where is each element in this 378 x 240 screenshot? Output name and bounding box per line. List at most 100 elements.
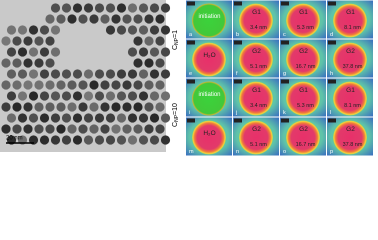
thermal-panel: G2 37.8 nm h <box>327 39 373 78</box>
particle <box>56 14 66 24</box>
particle <box>6 91 17 101</box>
particle <box>78 124 88 134</box>
panel-name: G2 <box>346 126 355 133</box>
thermal-panel: H₂O e <box>186 39 232 78</box>
particle <box>138 69 149 79</box>
particle <box>138 91 149 101</box>
particle <box>127 47 138 57</box>
panel-letter: b <box>236 32 239 38</box>
particle <box>34 80 44 90</box>
particle <box>12 124 22 134</box>
particle <box>116 91 127 101</box>
particle <box>1 102 11 112</box>
particle <box>160 113 171 123</box>
particle <box>138 47 149 57</box>
thermal-panel: G2 16.7 nm o <box>280 117 326 156</box>
particle <box>160 69 171 79</box>
particle <box>122 102 132 112</box>
panel-letter: a <box>189 32 193 38</box>
particle <box>1 124 11 134</box>
particle <box>12 102 22 112</box>
particle <box>50 113 61 123</box>
particle <box>105 69 116 79</box>
panel-letter: g <box>283 71 286 77</box>
particle <box>94 69 105 79</box>
particle <box>138 113 149 123</box>
particle <box>116 69 127 79</box>
particle <box>39 113 50 123</box>
particle <box>122 80 132 90</box>
particle <box>89 80 99 90</box>
temp-readout <box>187 40 195 45</box>
particle <box>144 80 154 90</box>
particle <box>160 3 171 13</box>
particle <box>138 135 149 145</box>
particle <box>34 36 44 46</box>
particle <box>28 91 39 101</box>
particle <box>72 3 83 13</box>
particle <box>160 135 171 145</box>
particle <box>116 135 127 145</box>
particle <box>45 36 55 46</box>
particle <box>78 14 88 24</box>
size-label: 5.3 nm <box>297 103 314 109</box>
size-label: 37.8 nm <box>343 142 363 148</box>
particle <box>50 91 61 101</box>
symbol: C <box>172 122 179 127</box>
thermal-panel: G2 16.7 nm g <box>280 39 326 78</box>
particle <box>45 124 55 134</box>
droplet <box>239 81 273 116</box>
suffix: =10 <box>172 103 179 115</box>
temp-readout <box>234 1 242 6</box>
panel-name: G2 <box>346 48 355 55</box>
scale-bar-label: 20 nm <box>6 136 23 142</box>
particle <box>127 69 138 79</box>
panel-name: G2 <box>299 48 308 55</box>
droplet <box>333 81 367 116</box>
particle <box>100 124 110 134</box>
panel-letter: o <box>283 149 286 155</box>
panel-name: G1 <box>346 87 355 94</box>
panel-name: G2 <box>252 48 261 55</box>
particle <box>28 113 39 123</box>
panel-letter: d <box>330 32 333 38</box>
panel-letter: k <box>283 110 286 116</box>
particle <box>116 113 127 123</box>
particle <box>105 113 116 123</box>
temp-readout <box>281 40 289 45</box>
droplet <box>286 120 320 155</box>
particle <box>122 124 132 134</box>
thermal-panel: initiation a <box>186 0 232 39</box>
size-label: 5.1 nm <box>250 142 267 148</box>
temp-readout <box>187 118 195 123</box>
particle <box>23 58 33 68</box>
panel-letter: l <box>330 110 331 116</box>
panel-name: initiation <box>198 92 220 98</box>
particle <box>72 135 83 145</box>
droplet <box>239 42 273 77</box>
particle <box>111 124 121 134</box>
particle <box>67 80 77 90</box>
panel-name: G1 <box>299 9 308 16</box>
particle <box>133 80 143 90</box>
droplet <box>286 81 320 116</box>
thermal-panel: G1 5.3 nm c <box>280 0 326 39</box>
particle <box>23 36 33 46</box>
particle <box>111 102 121 112</box>
droplet <box>286 3 320 38</box>
particle <box>149 3 160 13</box>
particle <box>127 135 138 145</box>
panel-letter: n <box>236 149 239 155</box>
temp-readout <box>187 1 195 6</box>
particle <box>144 124 154 134</box>
figure: 20 nm initiation a G1 3.4 nm b G1 5.3 nm c G1 8.1… <box>0 0 373 156</box>
particle <box>28 69 39 79</box>
particle <box>17 69 28 79</box>
particle <box>116 25 127 35</box>
panel-name: G1 <box>299 87 308 94</box>
particle <box>149 135 160 145</box>
particle <box>61 135 72 145</box>
panel-name: H₂O <box>203 130 215 137</box>
particle <box>138 25 149 35</box>
particle <box>72 69 83 79</box>
